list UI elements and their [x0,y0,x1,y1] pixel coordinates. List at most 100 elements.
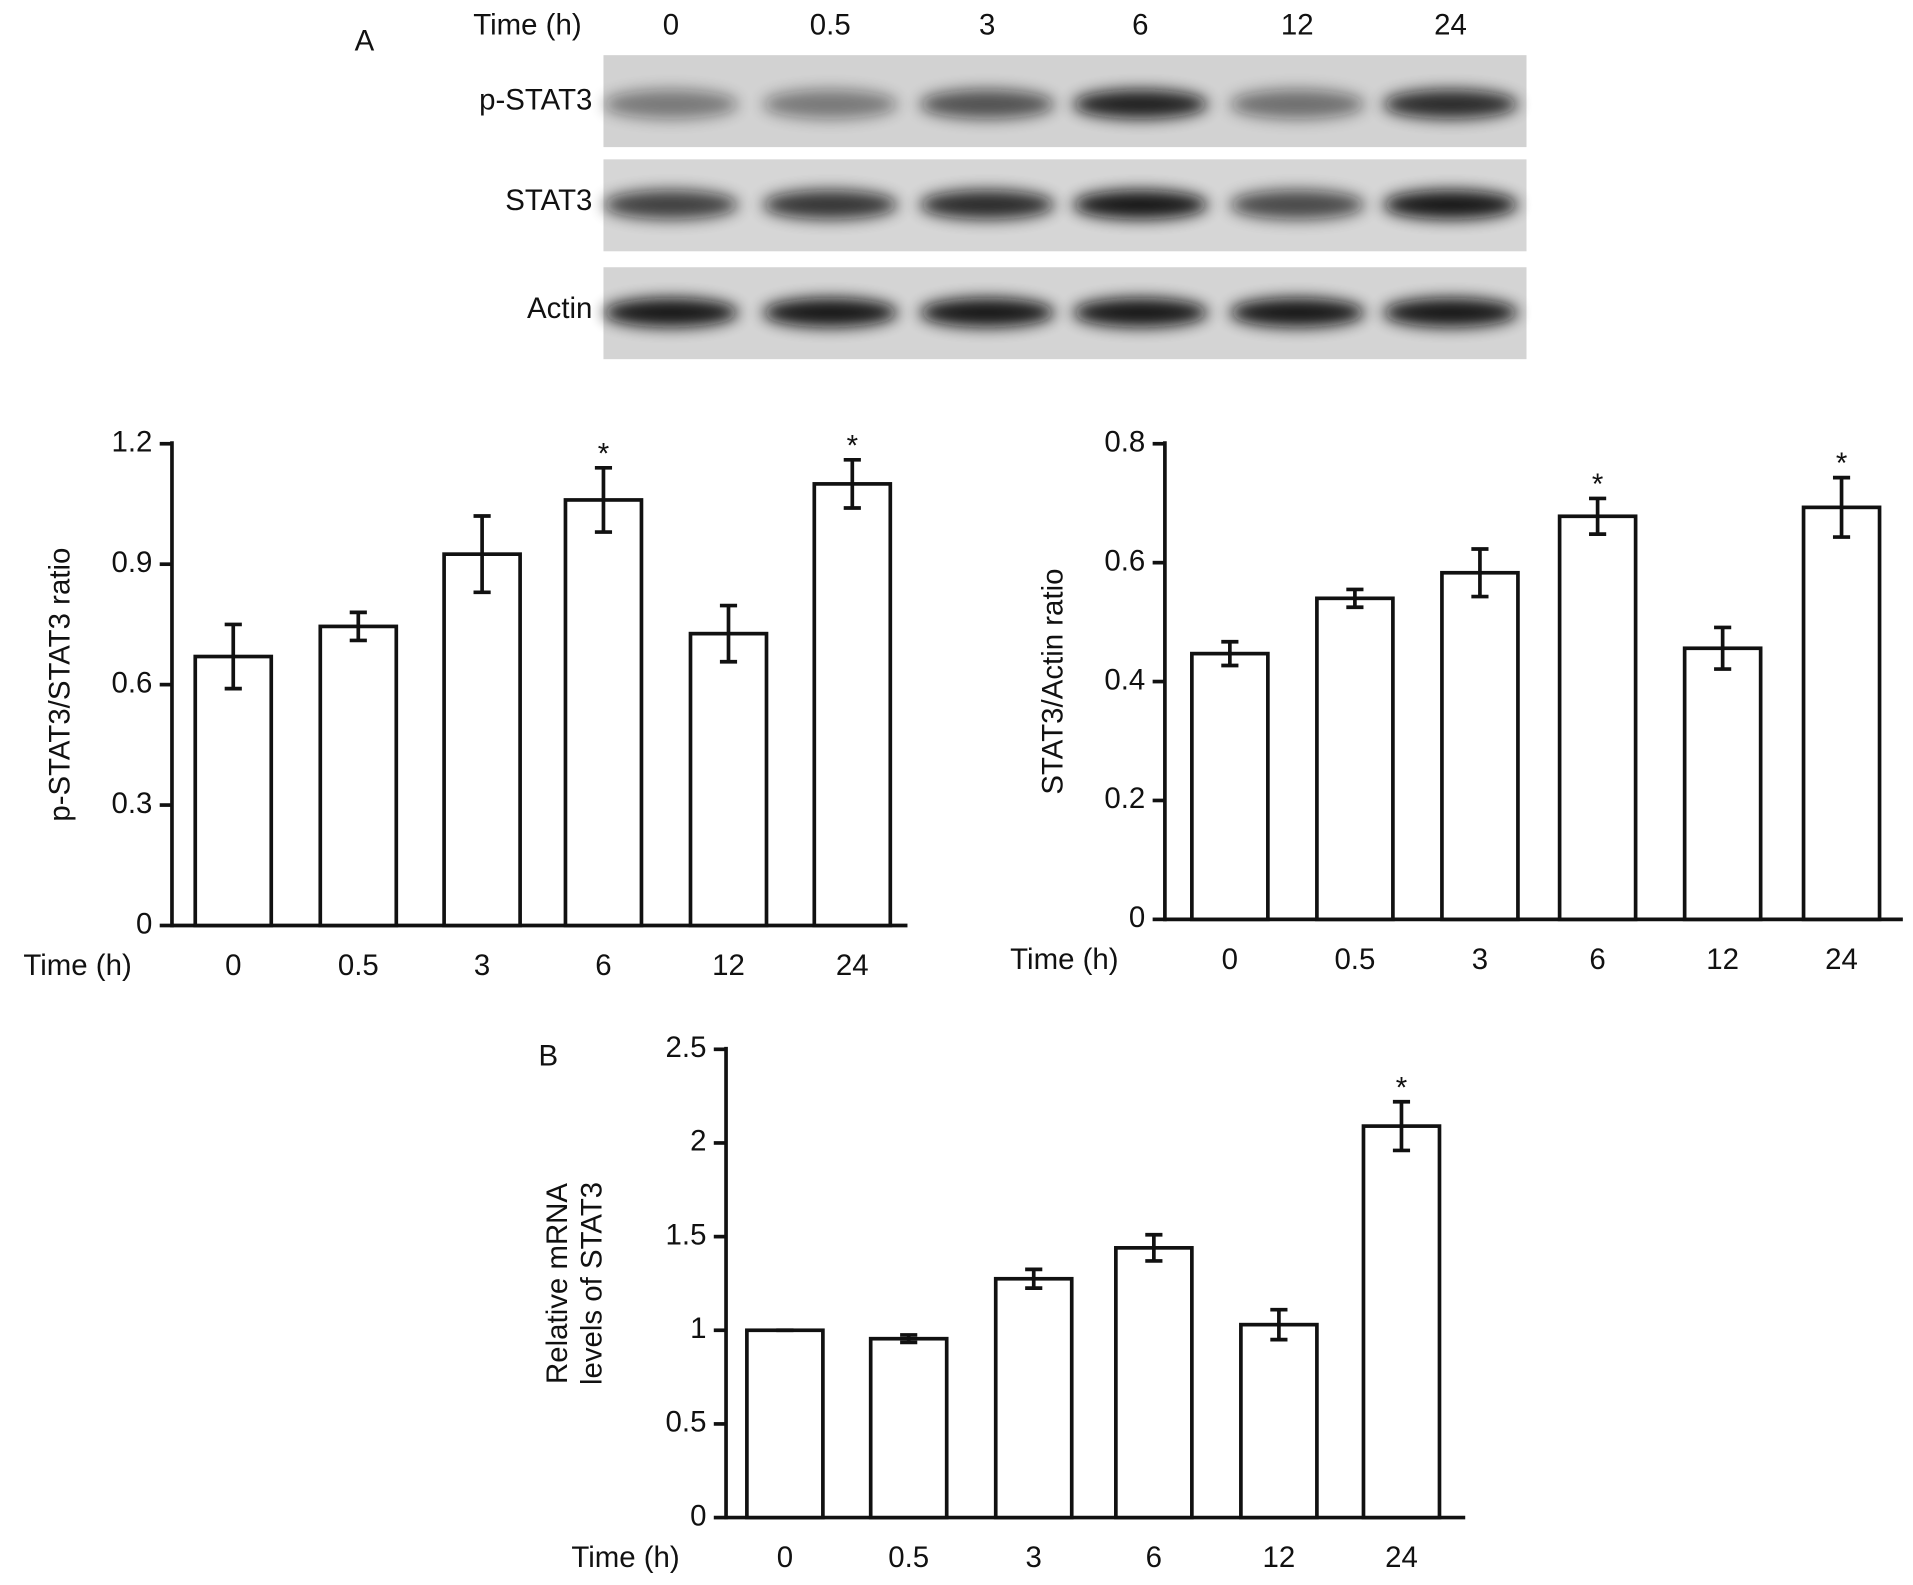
error-bar [1145,1232,1163,1263]
x-tick-label: 3 [1472,943,1488,976]
band [1229,190,1365,220]
error-bar [349,610,367,643]
band [762,89,898,119]
y-tick-label: 0.3 [111,787,152,820]
band [603,190,739,220]
error-bar [1589,496,1607,536]
x-tick-label: 24 [1825,943,1858,976]
blot-row-label: p-STAT3 [479,84,592,117]
y-tick-label: 0.8 [1104,426,1145,459]
x-tick-label: 0.5 [888,1541,929,1574]
y-axis-label: Relative mRNA [541,1183,574,1384]
bar [868,1336,949,1520]
bar [1557,514,1638,922]
error-bar [1025,1267,1043,1290]
bar [318,624,399,928]
bar [1114,1246,1194,1520]
y-tick-label: 0 [1129,901,1145,934]
band [603,89,739,119]
y-axis-label: p-STAT3/STAT3 ratio [43,548,76,822]
band [1072,297,1208,328]
y-tick-label: 0.4 [1104,663,1145,696]
blot-time: 0 [663,9,679,42]
bar [1682,646,1763,922]
x-axis-label: Time (h) [1010,943,1118,976]
band [1229,297,1365,328]
y-tick-label: 0.9 [111,546,152,579]
band [1383,89,1518,119]
y-tick-label: 0.6 [1104,544,1145,577]
blot-time: 24 [1434,9,1467,42]
x-tick-label: 0.5 [338,949,379,982]
error-bar [719,603,738,664]
error-bar [1270,1307,1288,1342]
x-tick-label: 0 [1222,943,1238,976]
y-tick-label: 2.5 [666,1031,707,1064]
bar [1190,651,1270,922]
x-tick-label: 0 [777,1541,793,1574]
error-bar [473,514,491,595]
x-tick-label: 6 [595,949,611,982]
error-bar [900,1333,918,1345]
x-tick-label: 24 [1385,1541,1418,1574]
x-axis-label: Time (h) [571,1541,679,1574]
significance-mark: * [1836,447,1847,480]
bar [193,654,274,928]
significance-mark: * [598,437,609,470]
x-tick-label: 12 [712,949,745,982]
x-axis-label: Time (h) [23,949,131,982]
x-tick-label: 3 [1026,1541,1042,1574]
blot-strip [603,159,1527,252]
error-bar [843,457,861,510]
x-tick-label: 24 [836,949,869,982]
band [762,190,898,220]
blot-time: 0.5 [810,9,851,42]
bar [1315,596,1395,922]
y-axis-label: levels of STAT3 [575,1182,608,1385]
error-bar [1392,1099,1411,1153]
band [1072,89,1208,119]
band [919,89,1055,119]
bar [1239,1322,1319,1520]
y-tick-label: 1.5 [666,1218,707,1251]
blot-time: 3 [979,9,995,42]
bar [563,498,644,928]
significance-mark: * [1592,468,1603,501]
blot-row-label: Actin [527,292,592,325]
error-bar [224,622,242,691]
band [762,297,898,328]
x-tick-label: 0 [225,949,241,982]
significance-mark: * [847,429,858,462]
y-axis-label: STAT3/Actin ratio [1036,569,1069,795]
band [1229,89,1365,119]
error-bar [1471,547,1489,599]
blot-time: 6 [1132,9,1148,42]
y-tick-label: 0 [690,1499,706,1532]
blot-row-label: STAT3 [505,184,592,217]
band [1383,190,1518,220]
blot-time: 12 [1281,9,1314,42]
error-bar [594,465,613,534]
y-tick-label: 1.2 [111,426,152,459]
blot-time-label: Time (h) [473,9,581,42]
bar [1361,1124,1442,1520]
bar [812,482,893,928]
x-tick-label: 3 [474,949,490,982]
bar [745,1328,825,1520]
x-tick-label: 6 [1589,943,1605,976]
blot-strip [603,55,1527,148]
y-tick-label: 1 [690,1312,706,1345]
x-tick-label: 0.5 [1334,943,1375,976]
bar [442,552,522,928]
panel-label: A [355,25,375,58]
x-tick-label: 12 [1706,943,1739,976]
x-tick-label: 6 [1146,1541,1162,1574]
y-tick-label: 0 [136,907,152,940]
bar [993,1276,1074,1520]
band [1072,190,1208,220]
error-bar [1714,625,1732,671]
y-tick-label: 2 [690,1125,706,1158]
bar [688,631,769,928]
bar [1440,570,1520,922]
